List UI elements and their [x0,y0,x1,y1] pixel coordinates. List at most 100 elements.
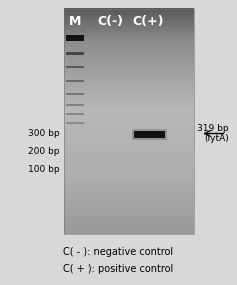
Bar [64,54,194,55]
Bar [64,123,194,124]
Bar [64,32,194,33]
Bar [64,83,194,84]
Bar [64,139,194,140]
Bar [64,169,194,170]
Bar [64,41,194,42]
Bar [64,158,194,159]
Bar [64,126,194,127]
Bar [64,40,194,42]
Bar [64,27,194,28]
Bar [64,142,194,144]
Bar [64,218,194,219]
Bar [64,233,194,234]
Bar [64,190,194,191]
Bar [64,92,194,93]
Bar [64,133,194,134]
Bar [64,45,194,46]
Text: 100 bp: 100 bp [28,165,59,174]
Bar [64,30,194,31]
Bar [64,87,194,88]
Bar [64,97,194,99]
Bar [64,189,194,190]
Bar [64,72,194,73]
Bar [64,179,194,180]
Bar [64,77,194,78]
Bar [66,66,84,68]
Bar [64,125,194,126]
Bar [64,152,194,153]
Bar [64,96,194,97]
Bar [64,187,194,188]
Bar [64,168,194,169]
Bar [64,28,194,29]
Bar [64,185,194,186]
Bar [64,179,194,180]
Bar [64,57,194,58]
Bar [64,116,194,117]
Bar [64,79,194,80]
Bar [64,121,194,122]
Bar [64,205,194,206]
Bar [64,58,194,60]
Bar [64,207,194,208]
Bar [64,119,194,120]
Bar [64,17,194,18]
Bar [64,125,194,126]
Bar [64,113,194,114]
Bar [64,146,194,147]
Bar [64,137,194,138]
Bar [64,116,194,117]
Bar [64,29,194,30]
Bar [64,230,194,231]
Bar [64,161,194,162]
Bar [64,226,194,227]
Bar [64,103,194,104]
Bar [64,56,194,57]
Bar [64,219,194,220]
Bar [64,75,194,76]
Bar [64,208,194,209]
Bar [64,23,194,24]
Bar [64,91,194,93]
Bar [64,102,194,103]
Bar [64,9,194,234]
Bar [64,33,194,34]
Bar [64,82,194,83]
Bar [64,215,194,216]
Bar [64,52,194,54]
Bar [64,107,194,108]
Bar [64,159,194,160]
Bar [64,80,194,81]
Bar [64,88,194,89]
Bar [64,200,194,201]
Bar [64,167,194,168]
Bar [64,74,194,75]
Bar [64,64,194,66]
Bar [64,195,194,196]
Bar [64,104,194,105]
Bar [64,52,194,53]
Bar [64,65,194,66]
Bar [64,167,194,168]
Bar [64,9,194,10]
Bar [64,211,194,212]
Bar [64,146,194,147]
Bar [64,111,194,112]
Bar [64,160,194,161]
Bar [64,34,194,36]
Bar [64,44,194,45]
Bar [64,175,194,176]
Bar [64,21,194,22]
Bar [64,151,194,152]
Bar [64,194,194,195]
Bar [64,163,194,164]
Bar [64,140,194,141]
Bar [64,12,194,13]
Bar [64,78,194,79]
Bar [64,47,194,48]
Bar [64,223,194,224]
Bar [64,156,194,157]
Bar [64,154,194,155]
Bar [64,171,194,172]
Bar [64,86,194,87]
